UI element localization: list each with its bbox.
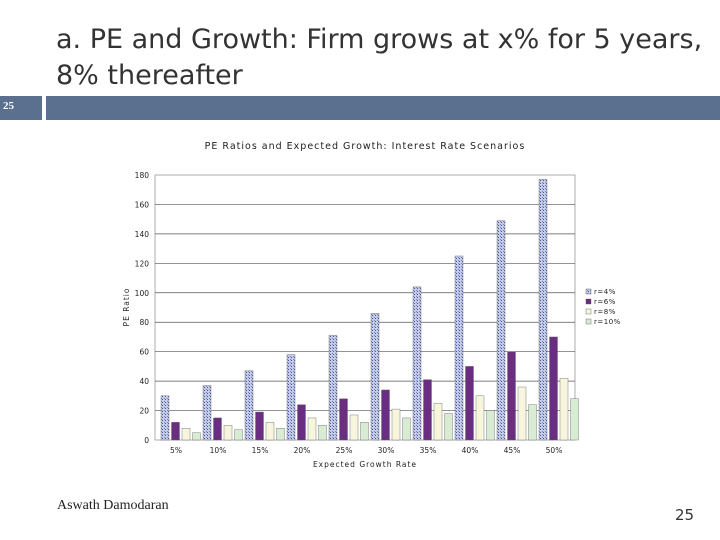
bar-r=8%-15% <box>265 422 275 441</box>
slide-header-bar-right <box>46 96 720 120</box>
bar-r=8%-35% <box>433 402 443 441</box>
legend-label: r=6% <box>594 298 616 306</box>
bar-r=6%-5% <box>171 422 180 441</box>
y-axis-label: PE Ratio <box>122 288 131 327</box>
legend-label: r=8% <box>594 308 616 316</box>
bar-r=10%-45% <box>528 404 537 441</box>
x-tick-label: 35% <box>420 446 437 455</box>
x-tick-label: 15% <box>252 446 269 455</box>
x-tick-label: 40% <box>462 446 479 455</box>
bar-r=6%-20% <box>297 404 306 441</box>
bar-r=4%-35% <box>412 286 422 441</box>
legend-swatch <box>585 308 592 315</box>
x-tick-label: 25% <box>336 446 353 455</box>
y-tick-label: 120 <box>135 259 150 268</box>
chart-legend: r=4% r=6% r=8% r=10% <box>585 288 621 326</box>
y-tick-label: 40 <box>139 377 149 386</box>
x-axis-label: Expected Growth Rate <box>313 460 417 469</box>
x-tick-label: 5% <box>170 446 182 455</box>
legend-swatch <box>585 288 592 295</box>
bar-r=8%-5% <box>181 428 191 441</box>
bar-r=4%-15% <box>244 370 254 441</box>
bar-r=10%-20% <box>318 425 327 441</box>
bar-r=4%-25% <box>328 335 338 441</box>
bar-r=10%-40% <box>486 410 495 441</box>
slide-header-bar-left <box>0 96 42 120</box>
bar-r=4%-30% <box>370 313 380 441</box>
slide-title: a. PE and Growth: Firm grows at x% for 5… <box>56 24 703 91</box>
y-tick-label: 80 <box>139 318 149 327</box>
x-tick-label: 20% <box>294 446 311 455</box>
bar-r=8%-40% <box>475 395 485 441</box>
bar-r=4%-10% <box>202 385 212 441</box>
x-tick-label: 10% <box>210 446 227 455</box>
bar-r=4%-40% <box>454 255 464 441</box>
bar-r=4%-20% <box>286 354 296 441</box>
bar-r=10%-10% <box>234 429 243 441</box>
bar-r=4%-45% <box>496 220 506 441</box>
bar-r=6%-25% <box>339 398 348 441</box>
bar-r=8%-20% <box>307 417 317 441</box>
author-name: Aswath Damodaran <box>57 498 169 513</box>
bar-r=8%-50% <box>559 377 569 441</box>
legend-swatch <box>585 318 592 325</box>
y-tick-label: 0 <box>144 436 149 445</box>
x-tick-label: 30% <box>378 446 395 455</box>
bar-r=8%-45% <box>517 386 527 441</box>
y-tick-label: 160 <box>135 200 150 209</box>
bar-r=6%-10% <box>213 417 222 441</box>
bar-r=4%-50% <box>538 179 548 441</box>
bar-r=6%-15% <box>255 411 264 441</box>
bar-r=10%-15% <box>276 428 285 441</box>
chart-title: PE Ratios and Expected Growth: Interest … <box>205 141 526 152</box>
bar-r=10%-50% <box>570 398 579 441</box>
y-tick-label: 140 <box>135 230 150 239</box>
bar-r=10%-5% <box>192 432 201 441</box>
y-tick-label: 100 <box>135 289 150 298</box>
y-tick-label: 60 <box>139 348 149 357</box>
bar-r=6%-35% <box>423 379 432 441</box>
bar-r=6%-40% <box>465 366 474 441</box>
legend-label: r=4% <box>594 288 616 296</box>
bar-r=8%-10% <box>223 425 233 441</box>
bar-r=6%-45% <box>507 351 516 441</box>
bar-r=6%-30% <box>381 389 390 441</box>
y-tick-label: 20 <box>139 407 149 416</box>
x-tick-label: 50% <box>546 446 563 455</box>
page-number: 25 <box>675 506 695 524</box>
bar-r=6%-50% <box>549 336 558 441</box>
y-tick-label: 180 <box>135 171 150 180</box>
bar-r=10%-35% <box>444 413 453 441</box>
bar-r=8%-25% <box>349 414 359 441</box>
bar-r=8%-30% <box>391 408 401 441</box>
bar-r=10%-30% <box>402 417 411 441</box>
bar-r=4%-5% <box>160 395 170 441</box>
legend-swatch <box>585 298 592 305</box>
bar-r=10%-25% <box>360 422 369 441</box>
legend-label: r=10% <box>594 318 621 326</box>
x-tick-label: 45% <box>504 446 521 455</box>
slide-bar-number: 25 <box>3 100 14 112</box>
